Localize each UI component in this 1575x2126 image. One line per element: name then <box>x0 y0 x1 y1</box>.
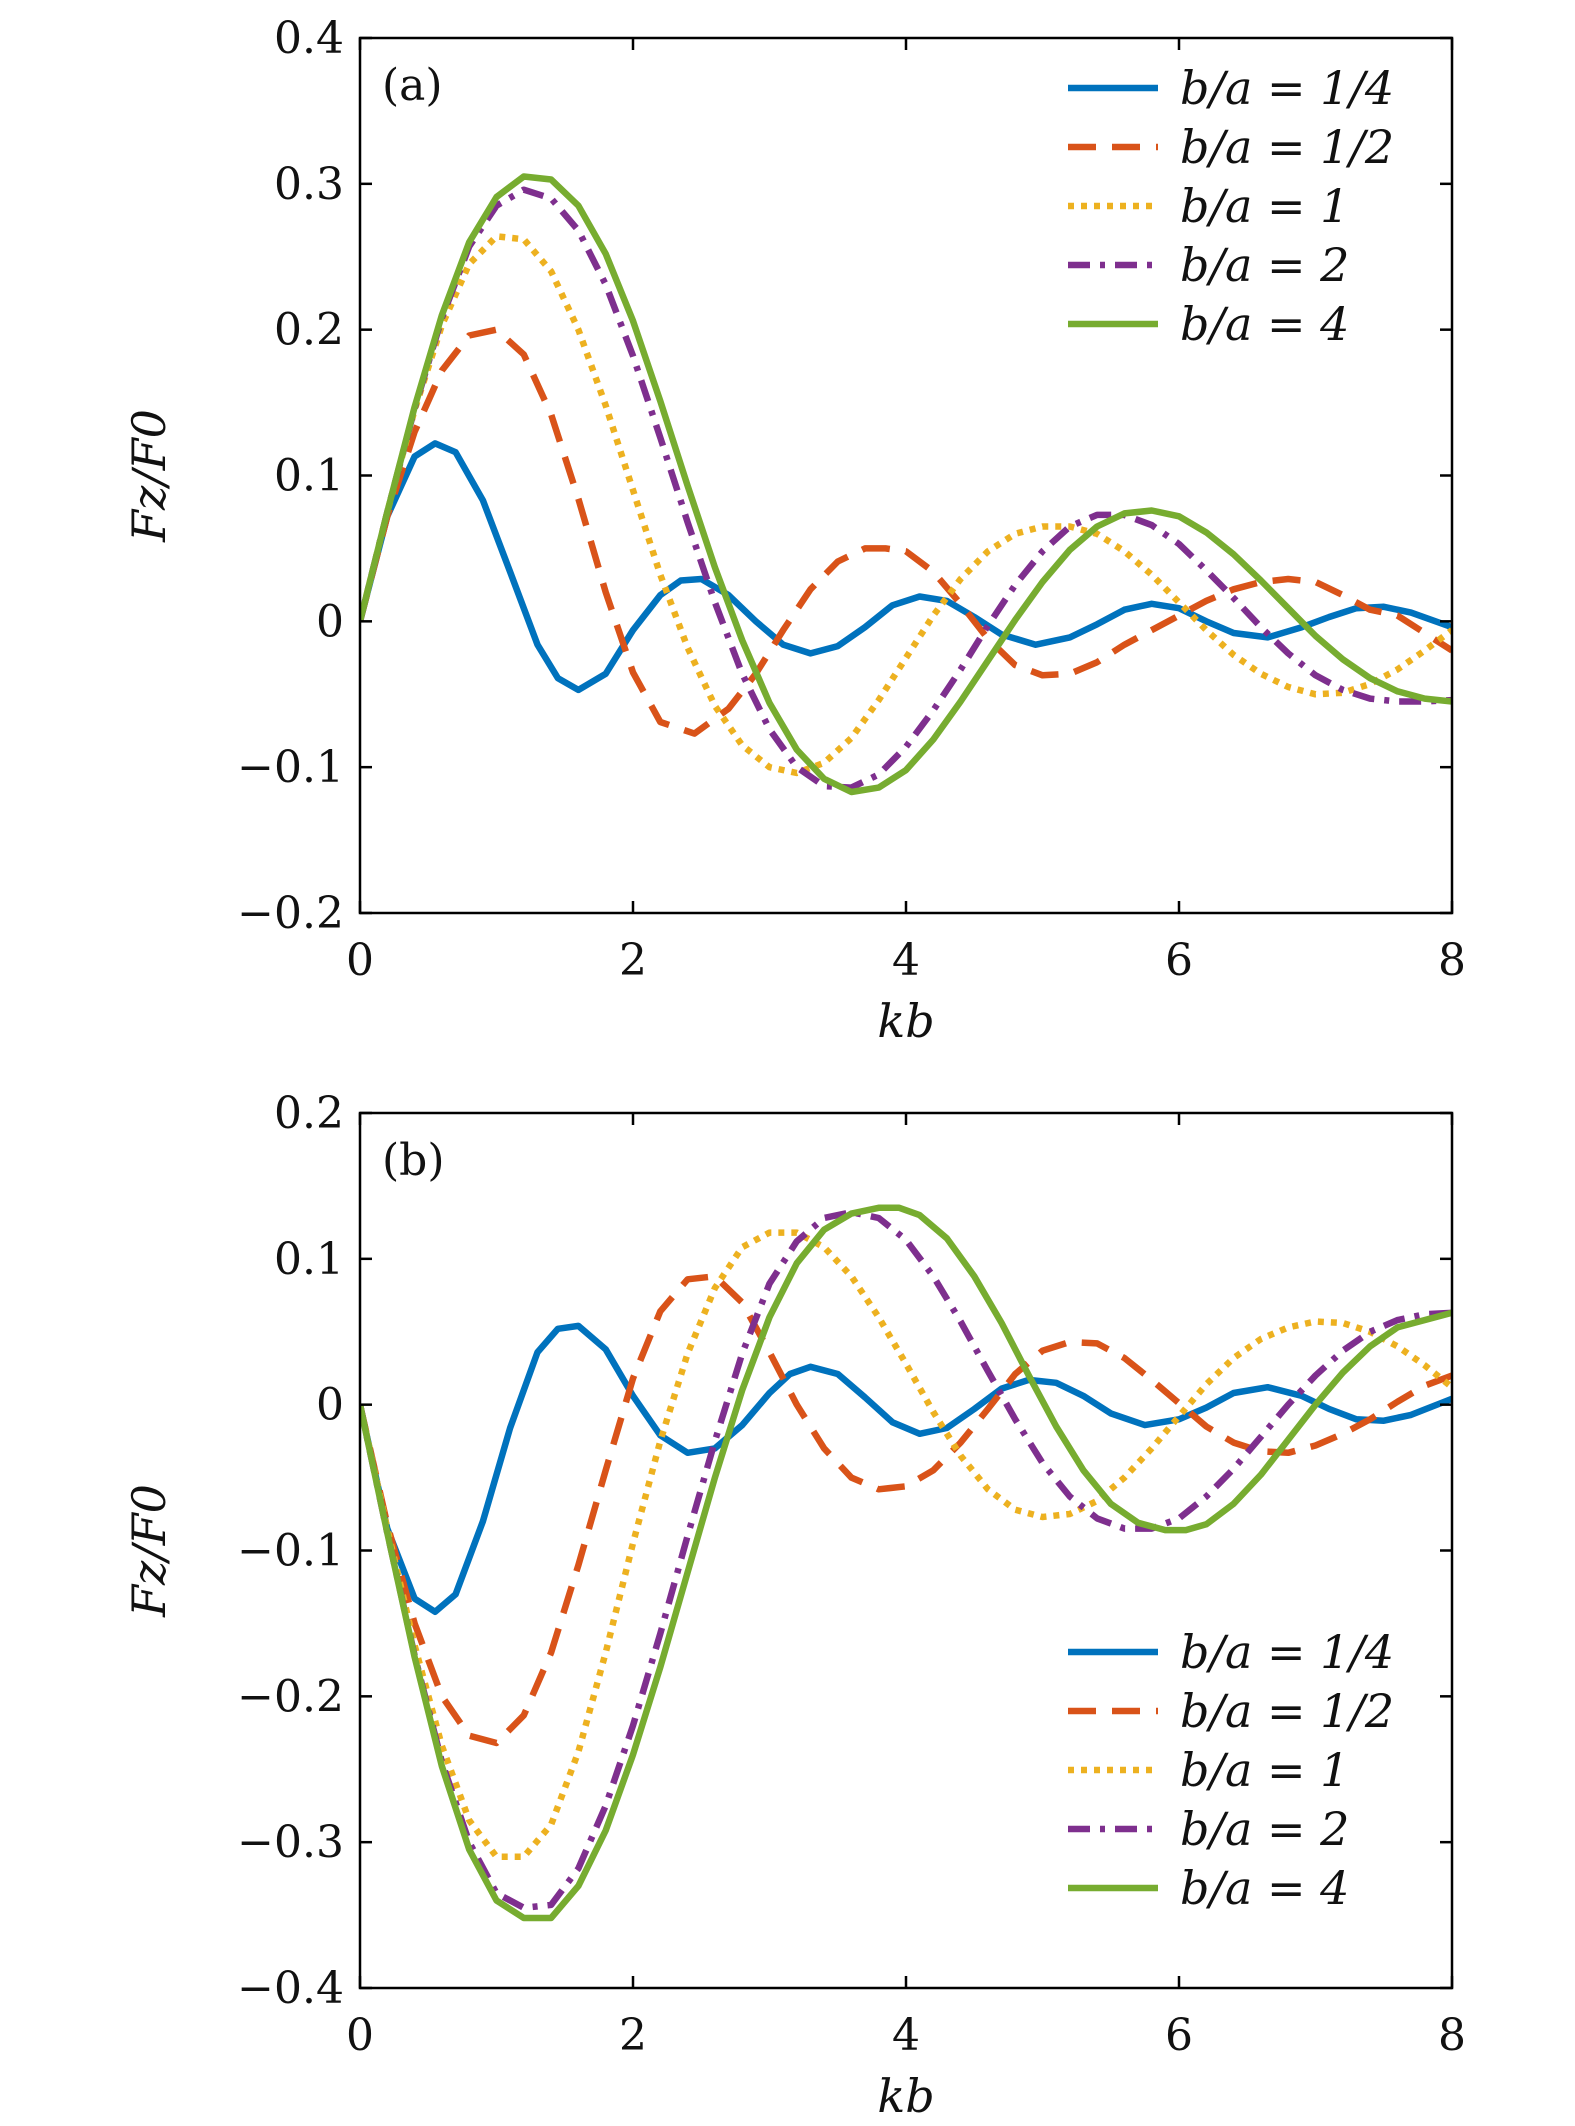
legend-label-1: b/a = 1/4 <box>1180 61 1394 115</box>
x-tick-label: 4 <box>892 2010 920 2061</box>
series-line-1 <box>360 440 1452 694</box>
y-tick-label: 0.2 <box>274 1088 344 1139</box>
series-line-5 <box>360 173 1452 796</box>
y-tick-label: −0.1 <box>237 742 344 793</box>
legend: b/a = 1/4b/a = 1/2b/a = 1b/a = 2b/a = 4 <box>1068 61 1394 351</box>
series-line-4 <box>360 1208 1452 1912</box>
panel-label: (b) <box>382 1135 445 1186</box>
series-group <box>360 173 1452 796</box>
y-tick-label: 0.4 <box>274 13 344 64</box>
x-tick-label: 6 <box>1165 935 1193 986</box>
legend-label-2: b/a = 1/2 <box>1180 1684 1394 1738</box>
y-tick-label: 0.1 <box>274 451 344 502</box>
series-line-1 <box>360 1322 1452 1616</box>
x-tick-label: 6 <box>1165 2010 1193 2061</box>
y-tick-label: 0.2 <box>274 305 344 356</box>
legend-label-5: b/a = 4 <box>1180 297 1349 351</box>
series-line-2 <box>360 326 1452 737</box>
y-tick-label: −0.1 <box>237 1526 344 1577</box>
y-tick-label: 0.3 <box>274 159 344 210</box>
y-tick-label: −0.4 <box>237 1963 344 2014</box>
y-tick-label: 0.1 <box>274 1234 344 1285</box>
y-tick-label: −0.2 <box>237 1671 344 1722</box>
series-group <box>360 1204 1452 1922</box>
x-axis-label: kb <box>877 2069 934 2123</box>
y-tick-label: −0.2 <box>237 888 344 939</box>
x-tick-label: 0 <box>346 935 374 986</box>
x-tick-label: 0 <box>346 2010 374 2061</box>
legend-label-5: b/a = 4 <box>1180 1861 1349 1915</box>
x-tick-label: 2 <box>619 935 647 986</box>
panel-a: −0.2 −0.1 0 0.1 0.2 0.3 0.4 0 2 4 6 8 kb Fz/F0 (a) b/a … <box>122 13 1466 1048</box>
series-line-2 <box>360 1273 1452 1747</box>
series-line-5 <box>360 1204 1452 1922</box>
legend-label-3: b/a = 1 <box>1180 1743 1349 1797</box>
legend-label-3: b/a = 1 <box>1180 179 1349 233</box>
legend: b/a = 1/4b/a = 1/2b/a = 1b/a = 2b/a = 4 <box>1068 1625 1394 1915</box>
y-axis-label: Fz/F0 <box>122 409 176 543</box>
x-tick-label: 2 <box>619 2010 647 2061</box>
series-line-3 <box>360 233 1452 777</box>
y-axis-label: Fz/F0 <box>122 1484 176 1618</box>
y-tick-label: 0 <box>316 1380 344 1431</box>
panel-label: (a) <box>382 60 443 111</box>
series-line-3 <box>360 1229 1452 1861</box>
panel-b: −0.4 −0.3 −0.2 −0.1 0 0.1 0.2 0 2 4 6 8 kb Fz/F0 (b) b/… <box>122 1088 1466 2123</box>
series-line-4 <box>360 186 1452 791</box>
y-tick-label: −0.3 <box>237 1817 344 1868</box>
x-tick-label: 8 <box>1438 2010 1466 2061</box>
legend-label-2: b/a = 1/2 <box>1180 120 1394 174</box>
legend-label-4: b/a = 2 <box>1180 238 1349 292</box>
legend-label-1: b/a = 1/4 <box>1180 1625 1394 1679</box>
legend-label-4: b/a = 2 <box>1180 1802 1349 1856</box>
plot-frame <box>358 1111 1454 1990</box>
x-axis-label: kb <box>877 994 934 1048</box>
y-tick-label: 0 <box>316 596 344 647</box>
x-tick-label: 4 <box>892 935 920 986</box>
x-tick-label: 8 <box>1438 935 1466 986</box>
